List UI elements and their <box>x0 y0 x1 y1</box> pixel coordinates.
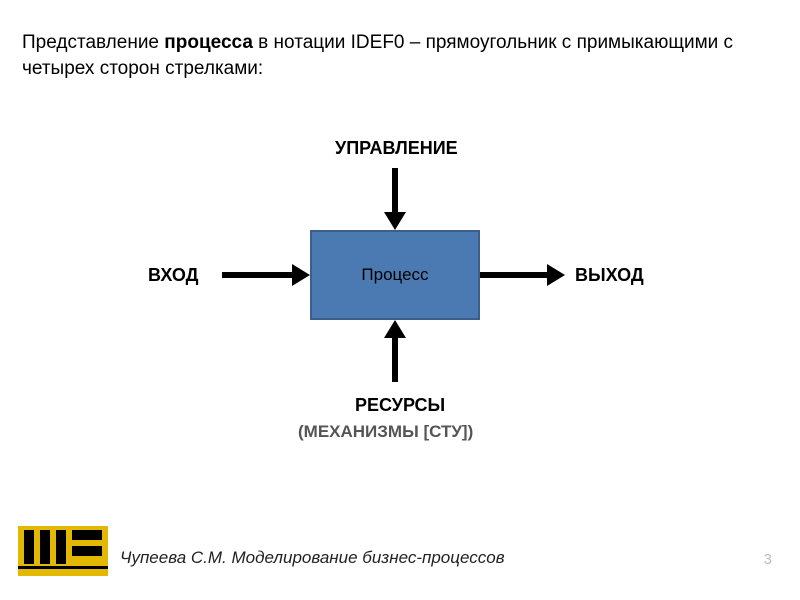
label-sub: (МЕХАНИЗМЫ [СТУ]) <box>298 422 473 442</box>
idef0-diagram: УПРАВЛЕНИЕ ВХОД Процесс ВЫХОД РЕСУРСЫ (М… <box>0 120 800 460</box>
logo-icon <box>18 526 108 576</box>
page-number: 3 <box>764 551 772 568</box>
label-bottom: РЕСУРСЫ <box>355 395 445 416</box>
label-right: ВЫХОД <box>575 265 644 286</box>
label-top: УПРАВЛЕНИЕ <box>335 138 458 159</box>
label-left: ВХОД <box>148 265 198 286</box>
slide: Представление процесса в нотации IDEF0 –… <box>0 0 800 600</box>
heading-pre: Представление <box>22 32 164 53</box>
heading: Представление процесса в нотации IDEF0 –… <box>22 30 778 81</box>
process-box-label: Процесс <box>361 265 428 285</box>
credit-text: Чупеева С.М. Моделирование бизнес-процес… <box>120 548 505 568</box>
heading-bold: процесса <box>164 32 253 53</box>
footer: Чупеева С.М. Моделирование бизнес-процес… <box>0 516 800 576</box>
process-box: Процесс <box>310 230 480 320</box>
